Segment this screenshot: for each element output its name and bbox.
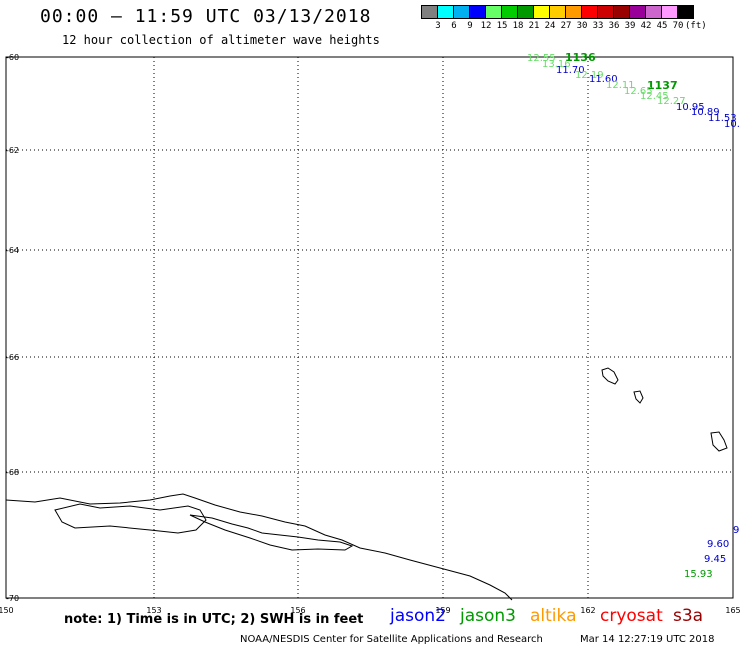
antarctic-coastline <box>5 493 513 601</box>
legend-swatch <box>677 5 694 19</box>
longitude-label: 156 <box>290 606 305 615</box>
legend-label: 24 <box>544 21 556 31</box>
legend-label: 27 <box>560 21 572 31</box>
latitude-label: -70 <box>6 594 19 603</box>
credit-text: NOAA/NESDIS Center for Satellite Applica… <box>240 634 543 645</box>
satellite-jason3: jason3 <box>460 606 516 626</box>
map-frame <box>5 56 734 599</box>
latitude-label: -66 <box>6 353 19 362</box>
map-subtitle: 12 hour collection of altimeter wave hei… <box>62 33 380 47</box>
legend-label: 45 <box>656 21 668 31</box>
wave-height-label: 9.45 <box>704 554 726 565</box>
wave-height-label: 10.89 <box>691 107 720 118</box>
longitude-label: 159 <box>435 606 450 615</box>
wave-height-label: 10. <box>724 119 740 130</box>
longitude-label: 165 <box>725 606 740 615</box>
coastline <box>5 367 728 601</box>
island-balleny-3 <box>710 431 728 452</box>
wave-height-label: 12.11 <box>606 80 635 91</box>
wave-height-label: 1137 <box>647 79 678 92</box>
note-text: note: 1) Time is in UTC; 2) SWH is in fe… <box>64 612 364 627</box>
map-title: 00:00 – 11:59 UTC 03/13/2018 <box>40 6 372 27</box>
latitude-label: -62 <box>6 146 19 155</box>
satellite-altika: altika <box>530 606 577 626</box>
map-grid <box>5 56 734 599</box>
wave-height-label: 9 <box>733 525 739 536</box>
wave-height-label: 11.70 <box>556 65 585 76</box>
inner-shelf-outline <box>189 514 354 551</box>
wave-height-label: 12.19 <box>575 70 604 81</box>
longitude-label: 150 <box>0 606 14 615</box>
legend-label: 18 <box>512 21 524 31</box>
wave-height-label: 13.16 <box>542 59 571 70</box>
wave-height-label: 11.53 <box>708 113 737 124</box>
legend-label: (ft) <box>685 21 707 31</box>
legend-label: 42 <box>640 21 652 31</box>
wave-height-label: 10.95 <box>676 102 705 113</box>
ice-shelf-outline <box>54 503 207 534</box>
wave-height-label: 11.60 <box>589 74 618 85</box>
wave-height-label: 12.45 <box>640 91 669 102</box>
legend-label: 12 <box>480 21 492 31</box>
wave-height-label: 12.65 <box>624 86 653 97</box>
axis-labels: -60 -62 -64 -66 -68 -70 150 153 156 159 162 165 <box>0 53 740 615</box>
wave-height-label: 12.55 <box>527 53 556 64</box>
timestamp-text: Mar 14 12:27:19 UTC 2018 <box>580 634 715 645</box>
legend-label: 33 <box>592 21 604 31</box>
legend-label: 15 <box>496 21 508 31</box>
latitude-label: -64 <box>6 246 19 255</box>
wave-height-label: 15.93 <box>684 569 713 580</box>
satellite-cryosat: cryosat <box>600 606 663 626</box>
wave-height-label: 1136 <box>565 51 596 64</box>
legend-label: 3 <box>435 21 441 31</box>
color-legend <box>421 5 694 19</box>
legend-label: 36 <box>608 21 620 31</box>
latitude-label: -68 <box>6 468 19 477</box>
legend-label: 30 <box>576 21 588 31</box>
satellite-jason2: jason2 <box>390 606 446 626</box>
legend-label: 70 <box>672 21 684 31</box>
satellite-s3a: s3a <box>673 606 704 626</box>
wave-height-label: 9.60 <box>707 539 729 550</box>
island-balleny-2 <box>633 390 644 404</box>
legend-label: 39 <box>624 21 636 31</box>
latitude-label: -60 <box>6 53 19 62</box>
legend-label: 6 <box>451 21 457 31</box>
longitude-label: 162 <box>580 606 595 615</box>
wave-height-label: 12.27 <box>657 96 686 107</box>
legend-label: 21 <box>528 21 540 31</box>
legend-label: 9 <box>467 21 473 31</box>
longitude-label: 153 <box>146 606 161 615</box>
island-balleny-1 <box>601 367 619 385</box>
